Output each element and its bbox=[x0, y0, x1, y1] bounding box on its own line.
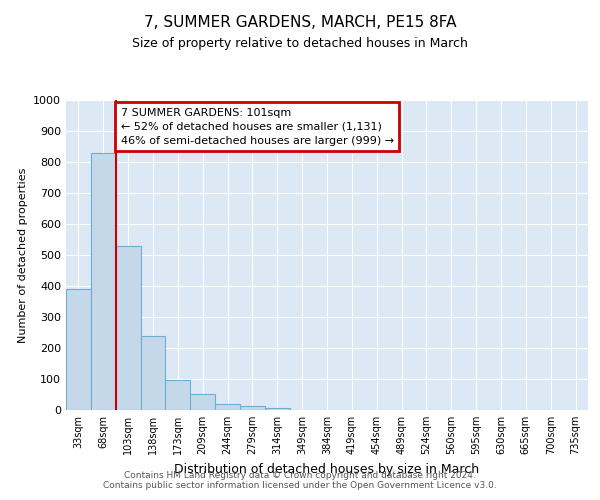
Bar bbox=[140, 336, 166, 410]
Text: 7, SUMMER GARDENS, MARCH, PE15 8FA: 7, SUMMER GARDENS, MARCH, PE15 8FA bbox=[144, 15, 456, 30]
Text: Size of property relative to detached houses in March: Size of property relative to detached ho… bbox=[132, 38, 468, 51]
Bar bbox=[240, 406, 265, 410]
Bar bbox=[190, 394, 215, 410]
Text: Contains public sector information licensed under the Open Government Licence v3: Contains public sector information licen… bbox=[103, 480, 497, 490]
Text: 7 SUMMER GARDENS: 101sqm
← 52% of detached houses are smaller (1,131)
46% of sem: 7 SUMMER GARDENS: 101sqm ← 52% of detach… bbox=[121, 108, 394, 146]
X-axis label: Distribution of detached houses by size in March: Distribution of detached houses by size … bbox=[175, 462, 479, 475]
Y-axis label: Number of detached properties: Number of detached properties bbox=[17, 168, 28, 342]
Bar bbox=[66, 289, 91, 410]
Bar bbox=[215, 404, 240, 410]
Bar bbox=[265, 408, 290, 410]
Bar bbox=[166, 380, 190, 410]
Bar bbox=[91, 152, 116, 410]
Text: Contains HM Land Registry data © Crown copyright and database right 2024.: Contains HM Land Registry data © Crown c… bbox=[124, 470, 476, 480]
Bar bbox=[116, 246, 140, 410]
